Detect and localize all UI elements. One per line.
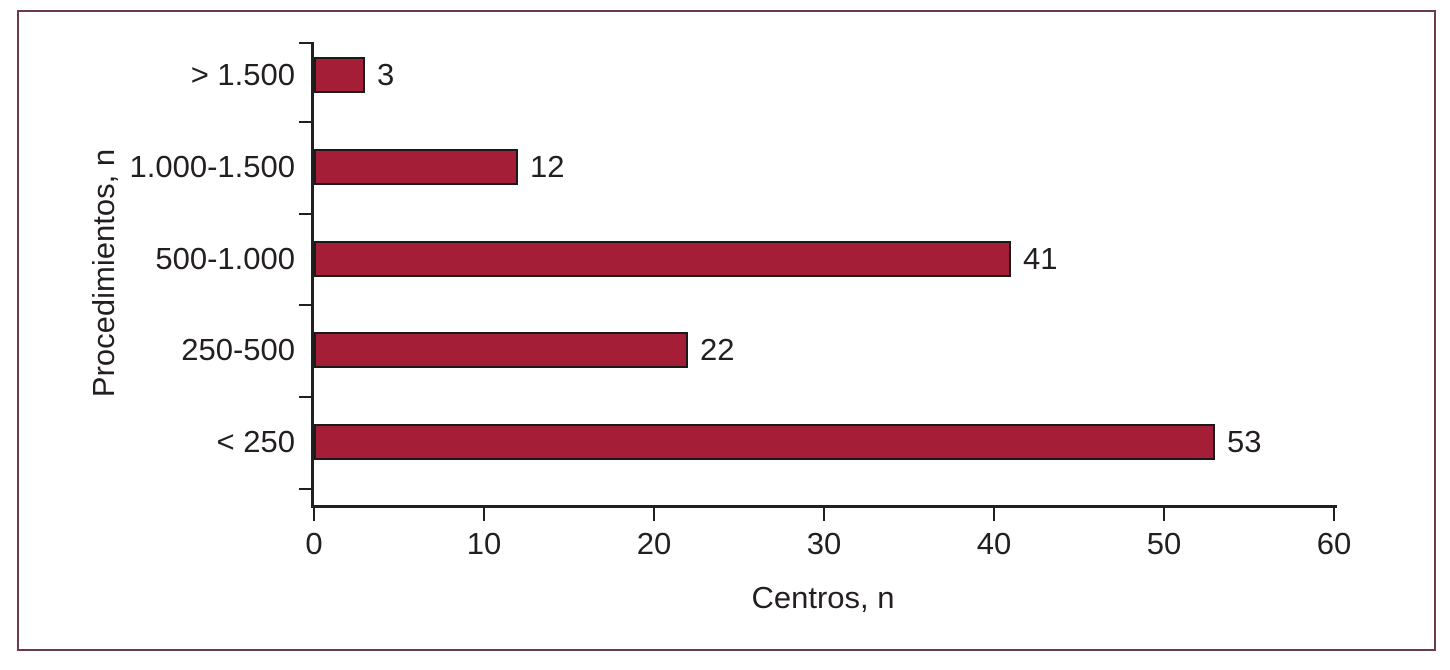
category-label: 250-500 bbox=[181, 332, 295, 367]
y-axis-tick bbox=[299, 304, 311, 306]
x-axis-tick bbox=[993, 508, 995, 521]
category-label: < 250 bbox=[216, 424, 295, 459]
bar-value-label: 3 bbox=[377, 57, 395, 92]
x-axis-tick bbox=[313, 508, 315, 521]
y-axis-tick bbox=[299, 121, 311, 123]
y-axis-tick bbox=[299, 488, 311, 490]
x-tick-label: 20 bbox=[636, 526, 672, 561]
x-tick-label: 10 bbox=[466, 526, 502, 561]
x-axis-tick bbox=[1163, 508, 1165, 521]
x-axis-tick bbox=[1333, 508, 1335, 521]
x-tick-label: 0 bbox=[305, 526, 323, 561]
category-label: > 1.500 bbox=[190, 57, 295, 92]
category-label: 500-1.000 bbox=[155, 241, 295, 276]
bar-value-label: 12 bbox=[530, 149, 565, 184]
bar--1-500 bbox=[314, 57, 365, 93]
bar-value-label: 41 bbox=[1023, 241, 1058, 276]
x-tick-label: 40 bbox=[976, 526, 1012, 561]
x-axis-tick bbox=[653, 508, 655, 521]
x-axis-tick bbox=[823, 508, 825, 521]
bar-value-label: 53 bbox=[1227, 424, 1262, 459]
bar-500-1-000 bbox=[314, 241, 1011, 277]
x-axis-tick bbox=[483, 508, 485, 521]
x-axis-title: Centros, n bbox=[751, 580, 895, 615]
category-label: 1.000-1.500 bbox=[129, 149, 295, 184]
y-axis-tick bbox=[299, 42, 311, 44]
x-tick-label: 60 bbox=[1316, 526, 1352, 561]
bar-250-500 bbox=[314, 332, 688, 368]
y-axis-line bbox=[311, 42, 314, 508]
figure-border-frame bbox=[17, 10, 1436, 651]
y-axis-tick bbox=[299, 396, 311, 398]
bar-value-label: 22 bbox=[700, 332, 735, 367]
x-tick-label: 30 bbox=[806, 526, 842, 561]
bar--250 bbox=[314, 424, 1215, 460]
y-axis-tick bbox=[299, 213, 311, 215]
x-tick-label: 50 bbox=[1146, 526, 1182, 561]
bar-1-000-1-500 bbox=[314, 149, 518, 185]
x-axis-line bbox=[311, 505, 1337, 508]
